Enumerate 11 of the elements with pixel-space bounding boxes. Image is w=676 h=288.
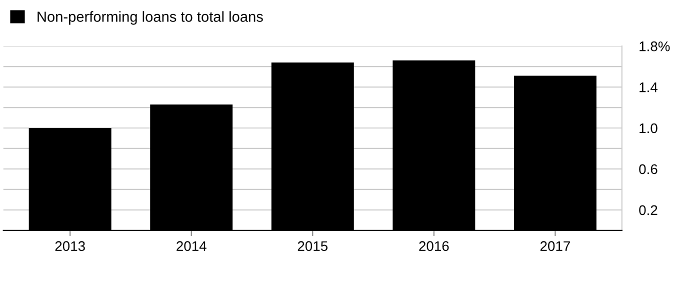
- y-tick-label: 1.8%: [640, 41, 670, 52]
- x-tick-label: 2013: [55, 241, 85, 252]
- x-tick-label: 2017: [540, 241, 570, 252]
- y-tick-label: 0.6: [639, 164, 658, 174]
- x-tick-label: 2016: [419, 241, 449, 252]
- y-tick-label: 1.4: [640, 82, 658, 92]
- y-tick-label: 0.2: [639, 205, 658, 216]
- legend-label: Non-performing loans to total loans: [38, 11, 263, 25]
- x-tick-label: 2014: [176, 241, 206, 252]
- x-tick-label: 2015: [298, 241, 328, 252]
- y-tick-label: 1.0: [640, 123, 658, 134]
